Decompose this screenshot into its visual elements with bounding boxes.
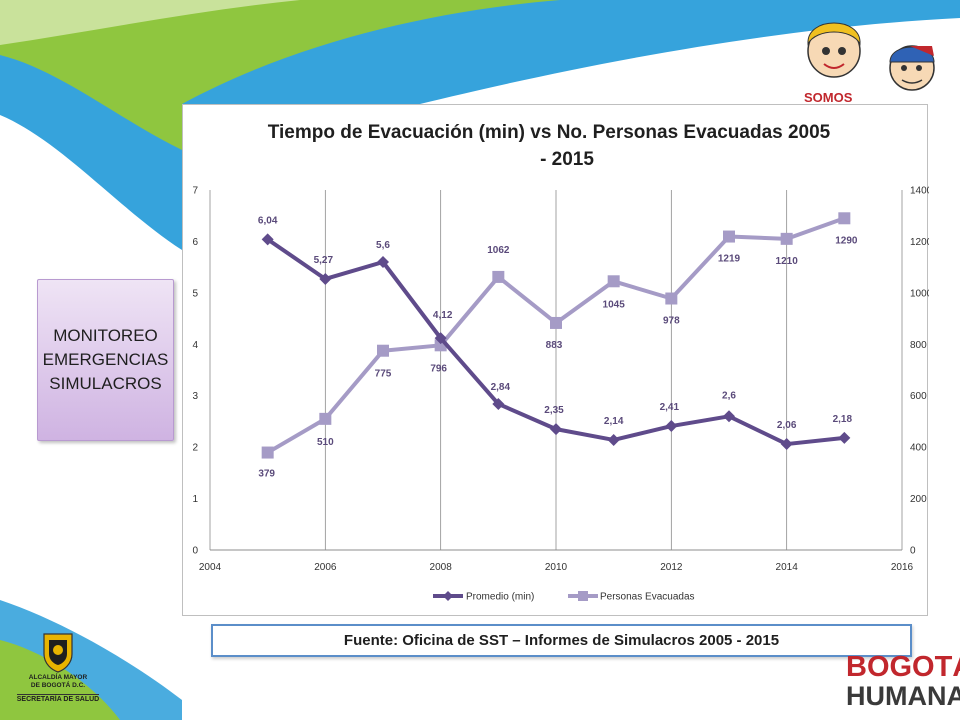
point-personas — [319, 412, 332, 425]
x-tick-label: 2004 — [199, 562, 222, 573]
humana-word: HUMANA — [846, 681, 960, 711]
legend-marker-promedio — [443, 591, 453, 601]
data-label-personas: 510 — [317, 437, 334, 448]
chart-title-line-2: - 2015 — [540, 149, 594, 170]
bogota-word: BOGOTÁ — [846, 651, 960, 683]
monitoreo-box: MONITOREO EMERGENCIAS SIMULACROS — [37, 279, 174, 441]
data-label-personas: 1290 — [835, 235, 858, 246]
y-right-tick-label: 1400 — [910, 186, 929, 197]
data-label-personas: 1219 — [718, 254, 741, 265]
chart-svg: Tiempo de Evacuación (min) vs No. Person… — [192, 122, 929, 603]
data-label-promedio: 5,27 — [314, 255, 334, 266]
point-personas — [665, 292, 678, 305]
point-personas — [492, 270, 505, 283]
y-right-tick-label: 1000 — [910, 288, 929, 299]
data-label-personas: 775 — [375, 369, 392, 380]
data-label-promedio: 2,06 — [777, 420, 797, 431]
data-label-promedio: 2,14 — [604, 416, 624, 427]
point-personas — [607, 275, 620, 288]
mascot-girl-hair — [807, 22, 861, 46]
data-label-personas: 1062 — [487, 245, 510, 256]
legend-label-promedio: Promedio (min) — [466, 592, 534, 603]
point-promedio — [492, 397, 505, 410]
data-label-promedio: 2,35 — [544, 405, 564, 416]
mascot-text: SOMOS — [804, 90, 853, 104]
chart-title-line-1: Tiempo de Evacuación (min) vs No. Person… — [268, 122, 831, 143]
point-promedio — [319, 272, 332, 285]
y-left-tick-label: 3 — [192, 391, 198, 402]
legend-label-personas: Personas Evacuadas — [600, 592, 695, 603]
y-left-tick-label: 2 — [192, 443, 198, 454]
x-tick-label: 2010 — [545, 562, 568, 573]
point-promedio — [434, 332, 447, 345]
data-label-promedio: 5,6 — [376, 240, 390, 251]
y-right-tick-label: 800 — [910, 340, 927, 351]
y-right-tick-label: 400 — [910, 443, 927, 454]
point-personas — [838, 212, 851, 225]
point-personas — [261, 446, 274, 459]
coat-of-arms-icon — [43, 633, 73, 673]
legend-marker-personas — [578, 591, 588, 601]
point-personas — [550, 316, 562, 329]
point-promedio — [665, 420, 678, 433]
point-promedio — [377, 256, 389, 268]
green-swoosh — [0, 0, 560, 150]
mascots-illustration: SOMOS — [792, 6, 960, 105]
data-label-personas: 1210 — [776, 256, 799, 267]
data-label-promedio: 2,84 — [491, 382, 511, 393]
source-caption: Fuente: Oficina de SST – Informes de Sim… — [211, 624, 912, 657]
y-right-tick-label: 0 — [910, 546, 916, 557]
monitoreo-line-3: SIMULACROS — [49, 374, 162, 393]
data-label-personas: 379 — [258, 469, 275, 480]
point-personas — [723, 230, 735, 243]
plot-area: 2004 2006 2008 2010 2012 2014 2016 0 1 2 3 4 5 6 7 0 200… — [192, 186, 929, 603]
point-personas — [780, 232, 793, 245]
y-left-tick-label: 6 — [192, 237, 198, 248]
data-label-promedio: 6,04 — [258, 215, 278, 226]
data-label-promedio: 2,18 — [833, 414, 853, 425]
data-label-promedio: 2,41 — [660, 402, 680, 413]
data-label-promedio: 2,6 — [722, 390, 736, 401]
monitoreo-line-1: MONITOREO — [53, 326, 158, 345]
y-left-tick-label: 7 — [192, 186, 198, 197]
y-left-tick-label: 4 — [192, 340, 198, 351]
y-left-tick-label: 0 — [192, 546, 198, 557]
x-tick-label: 2016 — [891, 562, 914, 573]
y-right-tick-label: 200 — [910, 494, 927, 505]
source-text: Fuente: Oficina de SST – Informes de Sim… — [343, 632, 780, 649]
alcaldia-logo: ALCALDÍA MAYOR DE BOGOTÁ D.C. SECRETARÍA… — [8, 630, 108, 718]
data-label-promedio: 4,12 — [433, 310, 453, 321]
y-right-tick-label: 600 — [910, 391, 927, 402]
y-left-tick-label: 1 — [192, 494, 198, 505]
x-tick-label: 2008 — [430, 562, 453, 573]
y-left-tick-label: 5 — [192, 288, 198, 299]
point-promedio — [261, 233, 274, 246]
chart-panel: Tiempo de Evacuación (min) vs No. Person… — [182, 104, 929, 616]
data-label-personas: 1045 — [603, 299, 626, 310]
alcaldia-line-2: DE BOGOTÁ D.C. — [30, 682, 86, 689]
point-promedio — [838, 431, 851, 444]
alcaldia-line-1: ALCALDÍA MAYOR — [28, 674, 88, 681]
point-promedio — [780, 438, 793, 451]
data-label-personas: 796 — [430, 363, 447, 374]
point-promedio — [723, 410, 735, 423]
light-green-swoosh — [0, 0, 300, 45]
point-personas — [377, 344, 389, 357]
secretaria-label: SECRETARÍA DE SALUD — [16, 694, 100, 703]
bottom-green-swoosh — [0, 640, 120, 720]
x-tick-label: 2012 — [660, 562, 683, 573]
data-label-personas: 883 — [546, 340, 563, 351]
x-tick-label: 2006 — [314, 562, 337, 573]
bogota-humana-logo: BOGOTÁ HUMANA — [846, 651, 960, 714]
point-promedio — [550, 423, 562, 436]
y-right-tick-label: 1200 — [910, 237, 929, 248]
data-label-personas: 978 — [663, 316, 680, 327]
x-tick-label: 2014 — [776, 562, 799, 573]
point-promedio — [607, 433, 620, 446]
monitoreo-line-2: EMERGENCIAS — [42, 350, 169, 369]
